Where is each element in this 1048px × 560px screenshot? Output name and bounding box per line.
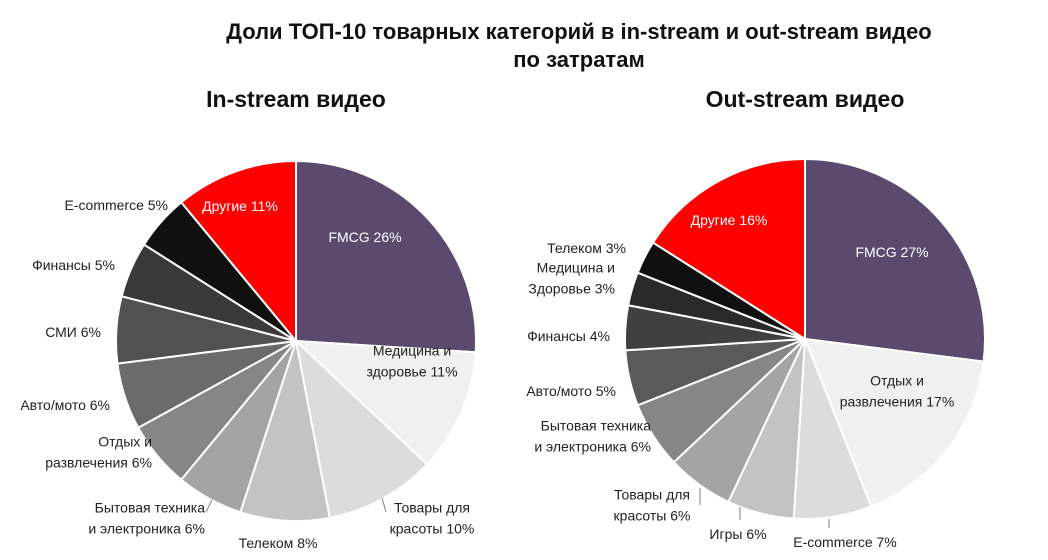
pie-1: FMCG 27% Отдых и развлечения 17% E-commerce…	[526, 157, 986, 550]
slice-label: Телеком 8%	[239, 535, 318, 551]
slice-label: Авто/мото 6%	[20, 397, 110, 413]
pie-slice	[295, 159, 477, 354]
leader-line	[381, 497, 387, 513]
slice-label: Бытовая техника и электроника 6%	[534, 418, 651, 455]
slice-label: E-commerce 5%	[65, 197, 168, 213]
pie-slice	[803, 337, 985, 508]
slice-label: Игры 6%	[709, 526, 766, 542]
pie-title-out-stream: Out-stream видео	[705, 86, 905, 112]
pie-slice	[651, 157, 806, 341]
slice-label: Товары для красоты 10%	[390, 500, 475, 537]
leader-line	[205, 499, 213, 513]
slice-label: СМИ 6%	[45, 324, 101, 340]
slice-label: FMCG 26%	[328, 229, 401, 245]
pie-0: FMCG 26% Медицина и здоровье 11% Товары для…	[20, 159, 477, 551]
slice-label: Медицина и здоровье 11%	[366, 343, 457, 380]
slice-label: Другие 11%	[202, 198, 278, 214]
slice-label: Бытовая техника и электроника 6%	[88, 500, 205, 537]
chart-title-line-1: Доли ТОП-10 товарных категорий в in-stre…	[226, 19, 932, 44]
slice-label: Финансы 4%	[527, 328, 610, 344]
chart-title-line-2: по затратам	[513, 47, 645, 72]
slice-label: Отдых и развлечения 17%	[840, 373, 955, 410]
slice-label: Другие 16%	[691, 212, 768, 228]
slice-label: Товары для красоты 6%	[614, 487, 691, 524]
pie-slice	[804, 157, 986, 363]
slice-label: Телеком 3%	[547, 240, 626, 256]
pie-slice	[293, 339, 477, 466]
slice-label: Финансы 5%	[32, 257, 115, 273]
pie-slice	[239, 340, 331, 522]
slice-label: Медицина и Здоровье 3%	[528, 260, 615, 297]
pie-slice	[179, 159, 297, 344]
slice-label: E-commerce 7%	[793, 534, 896, 550]
slice-label: Авто/мото 5%	[526, 383, 616, 399]
pie-title-in-stream: In-stream видео	[206, 86, 386, 112]
slice-label: FMCG 27%	[855, 244, 928, 260]
slice-label: Отдых и развлечения 6%	[45, 434, 152, 471]
